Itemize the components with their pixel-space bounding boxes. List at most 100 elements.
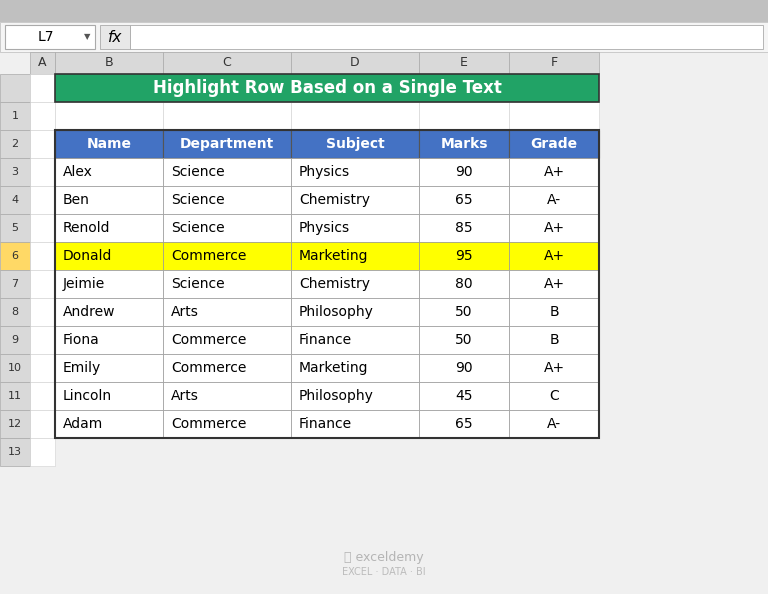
- Bar: [419, 326, 509, 354]
- Bar: [509, 214, 599, 242]
- Bar: [0, 22, 768, 52]
- Bar: [419, 214, 509, 242]
- Text: Finance: Finance: [299, 333, 352, 347]
- Text: Science: Science: [171, 193, 224, 207]
- Text: A+: A+: [544, 277, 564, 291]
- Bar: [55, 186, 163, 214]
- Bar: [30, 158, 55, 186]
- Bar: [30, 326, 55, 354]
- Text: 2: 2: [12, 139, 18, 149]
- Bar: [30, 242, 55, 270]
- Bar: [55, 326, 163, 354]
- Bar: [30, 382, 55, 410]
- Bar: [55, 270, 163, 298]
- Bar: [30, 270, 55, 298]
- Text: B: B: [549, 333, 559, 347]
- Text: 5: 5: [12, 223, 18, 233]
- Bar: [291, 326, 419, 354]
- Bar: [509, 158, 599, 186]
- Text: L7: L7: [38, 30, 54, 44]
- Text: Adam: Adam: [63, 417, 103, 431]
- Bar: [55, 298, 163, 326]
- Text: Donald: Donald: [63, 249, 112, 263]
- Text: Science: Science: [171, 165, 224, 179]
- Bar: [30, 214, 55, 242]
- Bar: [0, 158, 30, 186]
- Bar: [55, 52, 163, 74]
- Bar: [55, 158, 163, 186]
- Text: 85: 85: [455, 221, 473, 235]
- Text: 12: 12: [8, 419, 22, 429]
- Bar: [30, 102, 55, 130]
- Text: 90: 90: [455, 165, 473, 179]
- Bar: [55, 102, 163, 130]
- Text: Science: Science: [171, 221, 224, 235]
- Bar: [55, 74, 599, 102]
- Text: Chemistry: Chemistry: [299, 277, 370, 291]
- Bar: [291, 158, 419, 186]
- Bar: [509, 52, 599, 74]
- Text: 90: 90: [455, 361, 473, 375]
- Bar: [55, 354, 163, 382]
- Text: Physics: Physics: [299, 221, 350, 235]
- Bar: [5, 25, 95, 49]
- Bar: [419, 52, 509, 74]
- Bar: [509, 102, 599, 130]
- Text: EXCEL · DATA · BI: EXCEL · DATA · BI: [343, 567, 425, 577]
- Text: Alex: Alex: [63, 165, 93, 179]
- Text: 65: 65: [455, 417, 473, 431]
- Text: B: B: [549, 305, 559, 319]
- Bar: [509, 326, 599, 354]
- Bar: [0, 438, 30, 466]
- Bar: [55, 130, 599, 438]
- Text: A+: A+: [544, 165, 564, 179]
- Text: 1: 1: [12, 111, 18, 121]
- Bar: [509, 410, 599, 438]
- Text: 50: 50: [455, 333, 473, 347]
- Bar: [0, 270, 30, 298]
- Text: 65: 65: [455, 193, 473, 207]
- Text: A+: A+: [544, 221, 564, 235]
- Bar: [291, 242, 419, 270]
- Text: ⓔ exceldemy: ⓔ exceldemy: [344, 551, 424, 564]
- Text: 11: 11: [8, 391, 22, 401]
- Bar: [0, 130, 30, 158]
- Bar: [30, 130, 55, 158]
- Bar: [163, 382, 291, 410]
- Text: 10: 10: [8, 363, 22, 373]
- Text: Chemistry: Chemistry: [299, 193, 370, 207]
- Text: Commerce: Commerce: [171, 417, 247, 431]
- Bar: [419, 298, 509, 326]
- Bar: [163, 52, 291, 74]
- Bar: [291, 214, 419, 242]
- Text: E: E: [460, 56, 468, 69]
- Bar: [55, 242, 163, 270]
- Bar: [163, 214, 291, 242]
- Text: Marketing: Marketing: [299, 249, 369, 263]
- Bar: [419, 158, 509, 186]
- Text: A: A: [38, 56, 47, 69]
- Text: C: C: [223, 56, 231, 69]
- Bar: [163, 158, 291, 186]
- Bar: [55, 214, 163, 242]
- Bar: [130, 25, 763, 49]
- Text: 50: 50: [455, 305, 473, 319]
- Bar: [163, 186, 291, 214]
- Bar: [419, 242, 509, 270]
- Text: 4: 4: [12, 195, 18, 205]
- Text: ▼: ▼: [84, 33, 91, 42]
- Bar: [55, 130, 163, 158]
- Bar: [0, 186, 30, 214]
- Bar: [509, 354, 599, 382]
- Bar: [0, 102, 30, 130]
- Bar: [509, 298, 599, 326]
- Text: Commerce: Commerce: [171, 361, 247, 375]
- Bar: [291, 382, 419, 410]
- Text: 13: 13: [8, 447, 22, 457]
- Bar: [291, 410, 419, 438]
- Text: 95: 95: [455, 249, 473, 263]
- Text: Arts: Arts: [171, 305, 199, 319]
- Text: Name: Name: [87, 137, 131, 151]
- Text: A-: A-: [547, 417, 561, 431]
- Text: A+: A+: [544, 361, 564, 375]
